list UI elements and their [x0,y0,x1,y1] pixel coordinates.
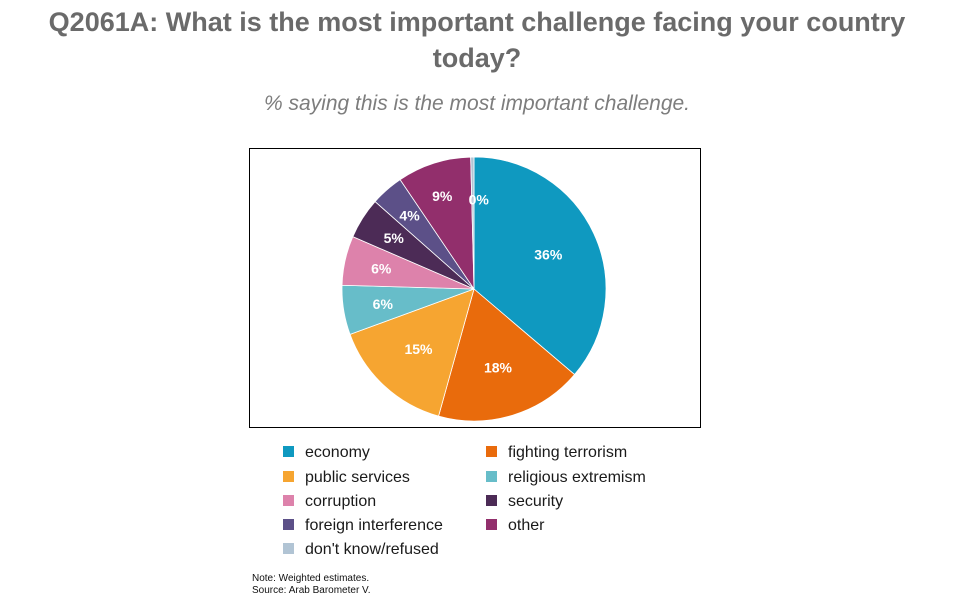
pie-slice-public-services [349,288,475,417]
legend-item-religious-extremism: religious extremism [486,468,646,488]
legend-label: economy [305,444,370,461]
legend-item-security: security [486,492,563,512]
legend-item-foreign-interference: foreign interference [283,516,443,536]
legend-swatch [486,445,497,457]
legend-label: security [508,493,564,510]
legend-swatch [283,494,294,506]
legend-label: public services [305,469,410,486]
legend-label: other [508,517,545,534]
legend-swatch [486,470,497,482]
legend-label: religious extremism [508,469,646,486]
slice-label-corruption: 6% [371,260,392,276]
legend-item-corruption: corruption [283,492,376,512]
legend-item-fighting-terrorism: fighting terrorism [486,443,627,463]
chart-title: Q2061A: What is the most important chall… [48,7,906,73]
legend-item-public-services: public services [283,468,410,488]
slice-label-foreign-interference: 4% [399,208,420,224]
pie-chart: 36% 18% 15% 6% 6% 5% 4% 9% 0% [341,156,607,422]
slice-label-public-services: 15% [404,341,433,357]
slice-label-economy: 36% [534,247,563,263]
slice-label-don-t-know-refused: 0% [469,191,490,207]
pie-slice-fighting-terrorism [438,288,576,422]
legend-item-other: other [486,516,544,536]
legend-swatch [283,542,294,554]
slice-label-religious-extremism: 6% [373,296,394,312]
legend-swatch [486,494,497,506]
chart-subtitle: % saying this is the most important chal… [263,92,691,115]
legend-label: foreign interference [305,517,443,534]
note-text: Note: Weighted estimates. [252,573,370,584]
legend-swatch [283,470,294,482]
legend-swatch [283,445,294,457]
legend-swatch [486,518,497,530]
legend-item-economy: economy [283,443,370,463]
pie-slice-economy [473,156,607,376]
legend-label: corruption [305,493,377,510]
legend-label: fighting terrorism [508,444,628,461]
legend-item-don-t-know-refused: don't know/refused [283,540,439,560]
slice-label-fighting-terrorism: 18% [484,359,513,375]
source-text: Source: Arab Barometer V. [252,585,371,596]
slice-label-other: 9% [432,188,453,204]
legend-label: don't know/refused [305,541,439,558]
legend-swatch [283,518,294,530]
slice-label-security: 5% [384,230,405,246]
chart-note: Note: Weighted estimates. Source: Arab B… [252,573,371,597]
chart-frame: 36% 18% 15% 6% 6% 5% 4% 9% 0% [249,148,701,428]
pie-slice-don-t-know-refused [470,156,475,290]
